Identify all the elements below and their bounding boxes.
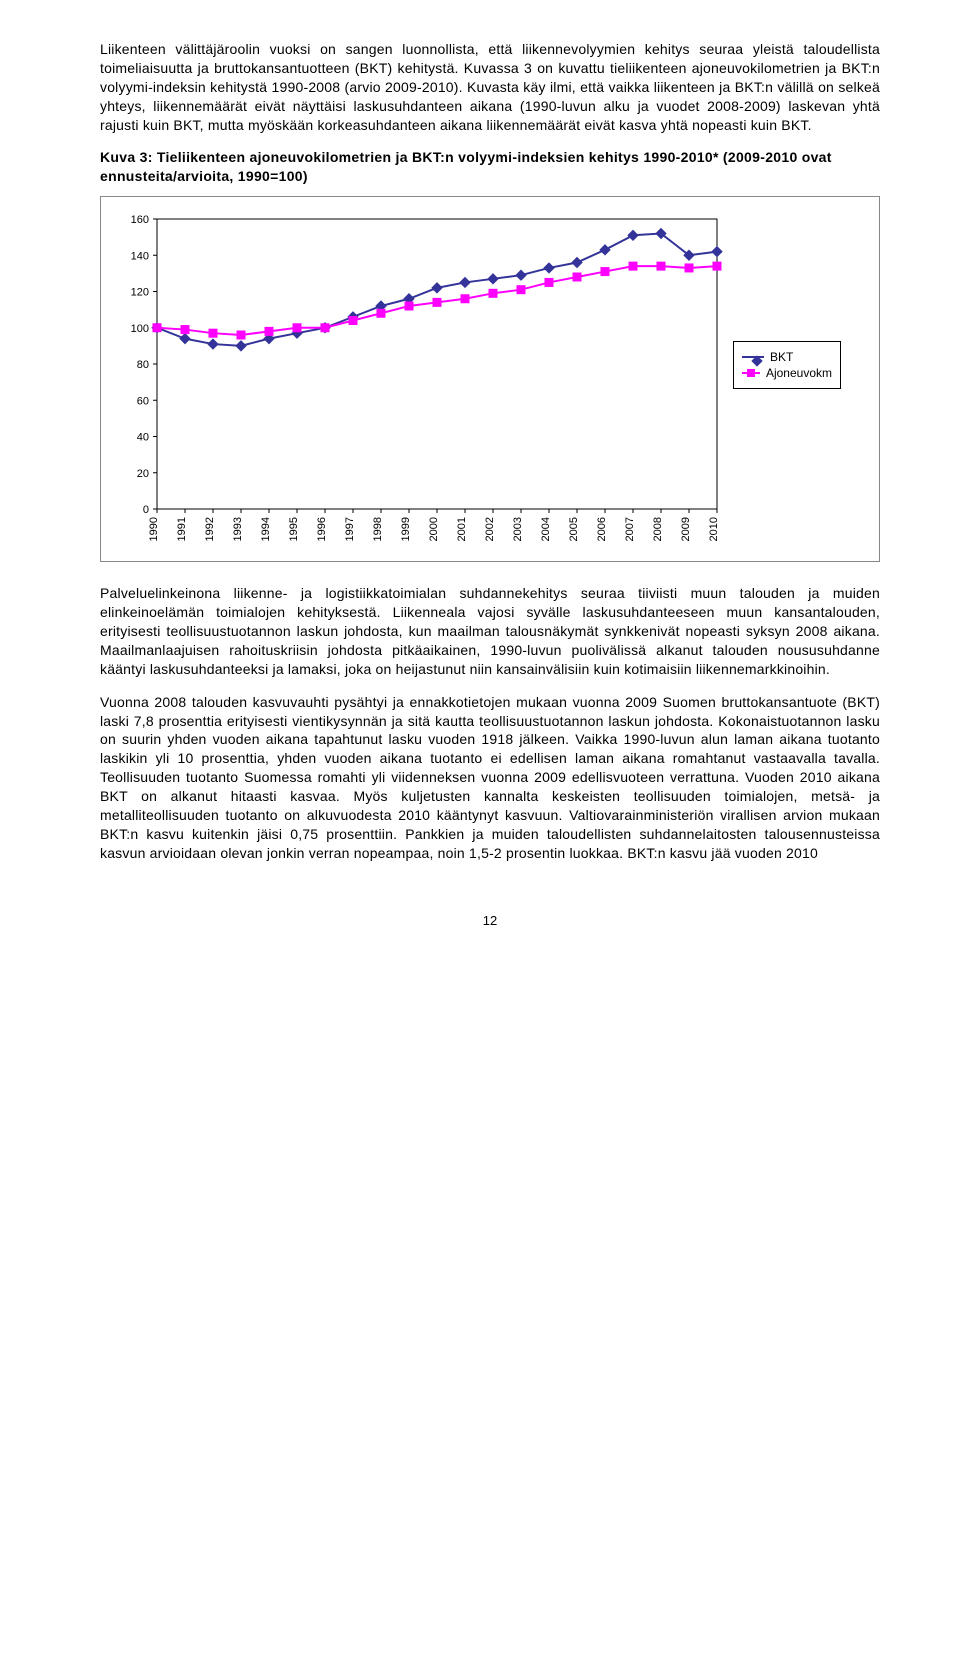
- svg-text:2009: 2009: [680, 517, 692, 541]
- svg-text:2004: 2004: [540, 517, 552, 541]
- svg-text:1999: 1999: [400, 517, 412, 541]
- svg-text:2007: 2007: [624, 517, 636, 541]
- svg-text:2001: 2001: [456, 517, 468, 541]
- legend-label: BKT: [770, 350, 793, 364]
- svg-text:40: 40: [137, 432, 149, 444]
- svg-text:2006: 2006: [596, 517, 608, 541]
- svg-text:1992: 1992: [204, 517, 216, 541]
- legend-item-ajoneuvokm: Ajoneuvokm: [742, 366, 832, 380]
- legend: BKT Ajoneuvokm: [733, 341, 841, 389]
- svg-text:2005: 2005: [568, 517, 580, 541]
- page-number: 12: [100, 913, 880, 928]
- svg-text:2003: 2003: [512, 517, 524, 541]
- svg-text:2008: 2008: [652, 517, 664, 541]
- svg-text:60: 60: [137, 395, 149, 407]
- paragraph-2: Palveluelinkeinona liikenne- ja logistii…: [100, 584, 880, 678]
- line-chart: 0 20 40 60 80 100 120 140 160 1990 1991 1992 1993 199…: [115, 211, 725, 551]
- paragraph-3: Vuonna 2008 talouden kasvuvauhti pysähty…: [100, 693, 880, 863]
- svg-text:0: 0: [143, 504, 149, 516]
- svg-text:1996: 1996: [316, 517, 328, 541]
- svg-text:100: 100: [131, 323, 149, 335]
- chart-container: 0 20 40 60 80 100 120 140 160 1990 1991 1992 1993 199…: [100, 196, 880, 562]
- svg-text:1994: 1994: [260, 517, 272, 541]
- svg-text:160: 160: [131, 214, 149, 226]
- svg-text:1993: 1993: [232, 517, 244, 541]
- svg-text:2010: 2010: [708, 517, 720, 541]
- svg-text:1995: 1995: [288, 517, 300, 541]
- svg-text:1997: 1997: [344, 517, 356, 541]
- paragraph-1: Liikenteen välittäjäroolin vuoksi on san…: [100, 40, 880, 134]
- legend-item-bkt: BKT: [742, 350, 832, 364]
- svg-text:2002: 2002: [484, 517, 496, 541]
- chart-title: Kuva 3: Tieliikenteen ajoneuvokilometrie…: [100, 148, 880, 186]
- svg-text:120: 120: [131, 287, 149, 299]
- svg-text:2000: 2000: [428, 517, 440, 541]
- svg-text:80: 80: [137, 359, 149, 371]
- svg-text:20: 20: [137, 468, 149, 480]
- svg-text:1998: 1998: [372, 517, 384, 541]
- svg-text:1990: 1990: [148, 517, 160, 541]
- svg-text:140: 140: [131, 250, 149, 262]
- legend-label: Ajoneuvokm: [766, 366, 832, 380]
- svg-text:1991: 1991: [176, 517, 188, 541]
